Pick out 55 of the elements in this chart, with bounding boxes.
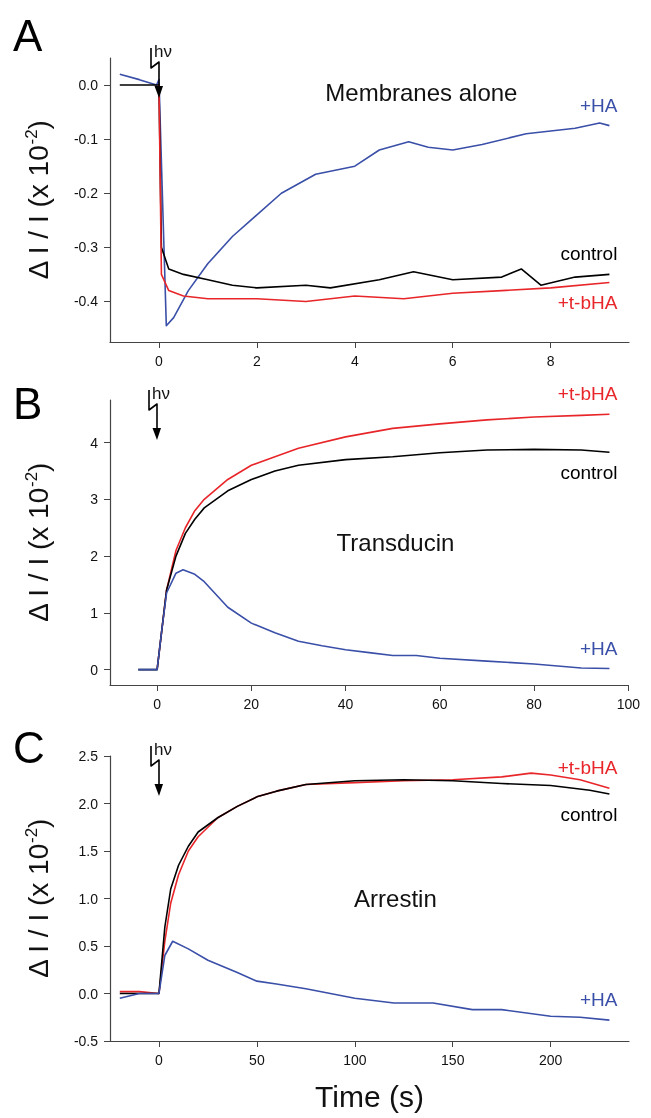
x-tick-label: 6 [448, 353, 457, 369]
x-tick-label: 8 [546, 353, 555, 369]
y-tick-label: 2.0 [78, 795, 99, 812]
ref-line-label: hν [153, 740, 172, 760]
y-tick-label: 0.5 [78, 938, 99, 954]
x-tick-label: 20 [243, 696, 260, 712]
y-tick-label: 2.5 [78, 748, 99, 764]
ref-line-label: hν [153, 42, 172, 62]
y-tick-label: 4 [90, 434, 99, 451]
x-tick-label: 80 [526, 696, 543, 712]
x-tick-label: 0 [155, 1052, 164, 1068]
y-tick-label: -0.4 [73, 293, 99, 310]
y-axis-title: Δ I / I (x 10-2) [22, 120, 54, 280]
y-tick-label: -0.1 [73, 131, 99, 148]
annotation: Transducin [336, 529, 455, 556]
y-tick-label: 0.0 [78, 985, 99, 1002]
x-tick-label: 4 [350, 353, 359, 369]
y-tick-label: 2 [90, 548, 99, 565]
x-tick-label: 2 [252, 353, 261, 369]
x-tick-label: 100 [616, 696, 641, 712]
y-tick-label: 3 [90, 491, 99, 508]
x-tick-label: 40 [337, 696, 354, 712]
annotation: Arrestin [354, 885, 437, 912]
series-label: +HA [579, 637, 618, 659]
series-label: control [560, 243, 618, 265]
y-tick-label: 1.0 [78, 890, 99, 907]
x-tick-label: 0 [155, 353, 164, 369]
x-tick-label: 200 [538, 1052, 563, 1068]
y-tick-label: 0.0 [78, 77, 99, 94]
x-tick-label: 100 [343, 1052, 367, 1068]
x-axis-title: Time (s) [315, 1079, 424, 1113]
y-tick-label: 0 [90, 661, 99, 678]
series-label: control [560, 804, 618, 825]
x-tick-label: 150 [441, 1052, 465, 1068]
y-tick-label: -0.5 [73, 1033, 99, 1049]
series-label: +t-bHA [557, 757, 618, 779]
y-tick-label: 1.5 [78, 843, 99, 859]
chart-title: A [13, 10, 43, 60]
x-tick-label: 60 [432, 696, 448, 712]
series-label: +HA [579, 94, 618, 116]
ref-line-label: hν [152, 384, 171, 404]
series-label: +t-bHA [557, 292, 618, 314]
x-tick-label: 50 [249, 1052, 265, 1068]
y-tick-label: -0.2 [73, 185, 99, 202]
annotation: Membranes alone [325, 78, 518, 106]
series-label: +HA [579, 989, 618, 1011]
series-label: +t-bHA [557, 383, 618, 405]
series-label: control [560, 462, 618, 484]
chart-title: C [13, 722, 45, 772]
y-axis-title: Δ I / I (x 10-2) [22, 462, 54, 622]
y-tick-label: 1 [90, 604, 99, 621]
y-axis-title: Δ I / I (x 10-2) [22, 818, 54, 978]
y-tick-label: -0.3 [73, 239, 99, 256]
x-tick-label: 0 [153, 696, 162, 712]
chart-title: B [13, 378, 43, 428]
